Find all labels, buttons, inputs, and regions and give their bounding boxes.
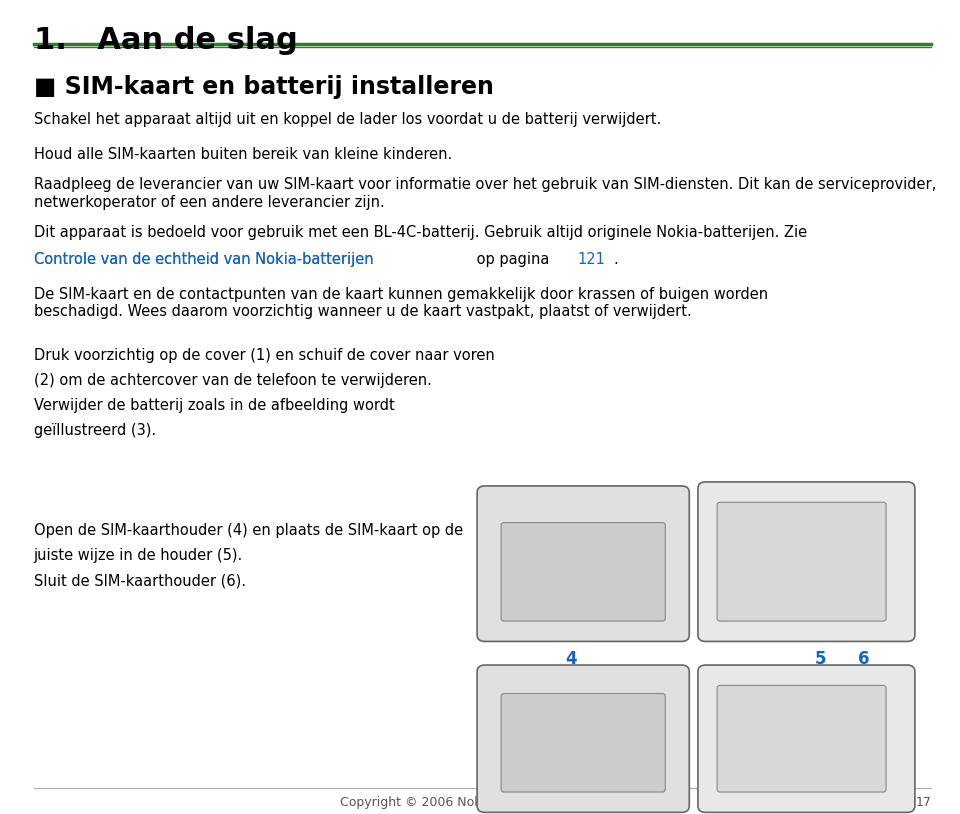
Text: 1: 1	[533, 530, 542, 545]
Text: Verwijder de batterij zoals in de afbeelding wordt: Verwijder de batterij zoals in de afbeel…	[34, 398, 395, 413]
Text: 121: 121	[578, 252, 606, 267]
FancyBboxPatch shape	[717, 685, 886, 792]
Text: Copyright © 2006 Nokia. All rights reserved.: Copyright © 2006 Nokia. All rights reser…	[341, 796, 619, 809]
Text: juiste wijze in de houder (5).: juiste wijze in de houder (5).	[34, 548, 243, 562]
Text: Controle van de echtheid van Nokia-batterijen: Controle van de echtheid van Nokia-batte…	[34, 252, 373, 267]
FancyBboxPatch shape	[477, 486, 689, 641]
FancyBboxPatch shape	[698, 482, 915, 641]
Text: op pagina: op pagina	[471, 252, 554, 267]
Text: 17: 17	[915, 796, 931, 809]
Text: 3: 3	[849, 484, 860, 501]
FancyBboxPatch shape	[717, 502, 886, 621]
Text: Houd alle SIM-kaarten buiten bereik van kleine kinderen.: Houd alle SIM-kaarten buiten bereik van …	[34, 147, 452, 161]
Text: (2) om de achtercover van de telefoon te verwijderen.: (2) om de achtercover van de telefoon te…	[34, 373, 431, 387]
FancyBboxPatch shape	[501, 694, 665, 792]
Text: .: .	[613, 252, 618, 267]
Text: Raadpleeg de leverancier van uw SIM-kaart voor informatie over het gebruik van S: Raadpleeg de leverancier van uw SIM-kaar…	[34, 177, 936, 210]
Text: 2: 2	[562, 546, 571, 561]
Text: 5: 5	[815, 650, 827, 668]
Text: 1. Aan de slag: 1. Aan de slag	[34, 26, 298, 55]
Text: De SIM-kaart en de contactpunten van de kaart kunnen gemakkelijk door krassen of: De SIM-kaart en de contactpunten van de …	[34, 287, 768, 319]
Text: Open de SIM-kaarthouder (4) en plaats de SIM-kaart op de: Open de SIM-kaarthouder (4) en plaats de…	[34, 523, 463, 537]
Text: ■ SIM-kaart en batterij installeren: ■ SIM-kaart en batterij installeren	[34, 75, 493, 98]
Text: 6: 6	[858, 650, 870, 668]
Text: Dit apparaat is bedoeld voor gebruik met een BL-4C-batterij. Gebruik altijd orig: Dit apparaat is bedoeld voor gebruik met…	[34, 225, 806, 239]
FancyBboxPatch shape	[477, 665, 689, 812]
FancyBboxPatch shape	[501, 523, 665, 621]
Text: Schakel het apparaat altijd uit en koppel de lader los voordat u de batterij ver: Schakel het apparaat altijd uit en koppe…	[34, 112, 660, 127]
Text: geïllustreerd (3).: geïllustreerd (3).	[34, 423, 156, 438]
Text: Druk voorzichtig op de cover (1) en schuif de cover naar voren: Druk voorzichtig op de cover (1) en schu…	[34, 348, 494, 362]
Text: Controle van de echtheid van Nokia-batterijen: Controle van de echtheid van Nokia-batte…	[34, 252, 373, 267]
Text: 4: 4	[565, 650, 577, 668]
Text: Sluit de SIM-kaarthouder (6).: Sluit de SIM-kaarthouder (6).	[34, 573, 246, 588]
FancyBboxPatch shape	[698, 665, 915, 812]
